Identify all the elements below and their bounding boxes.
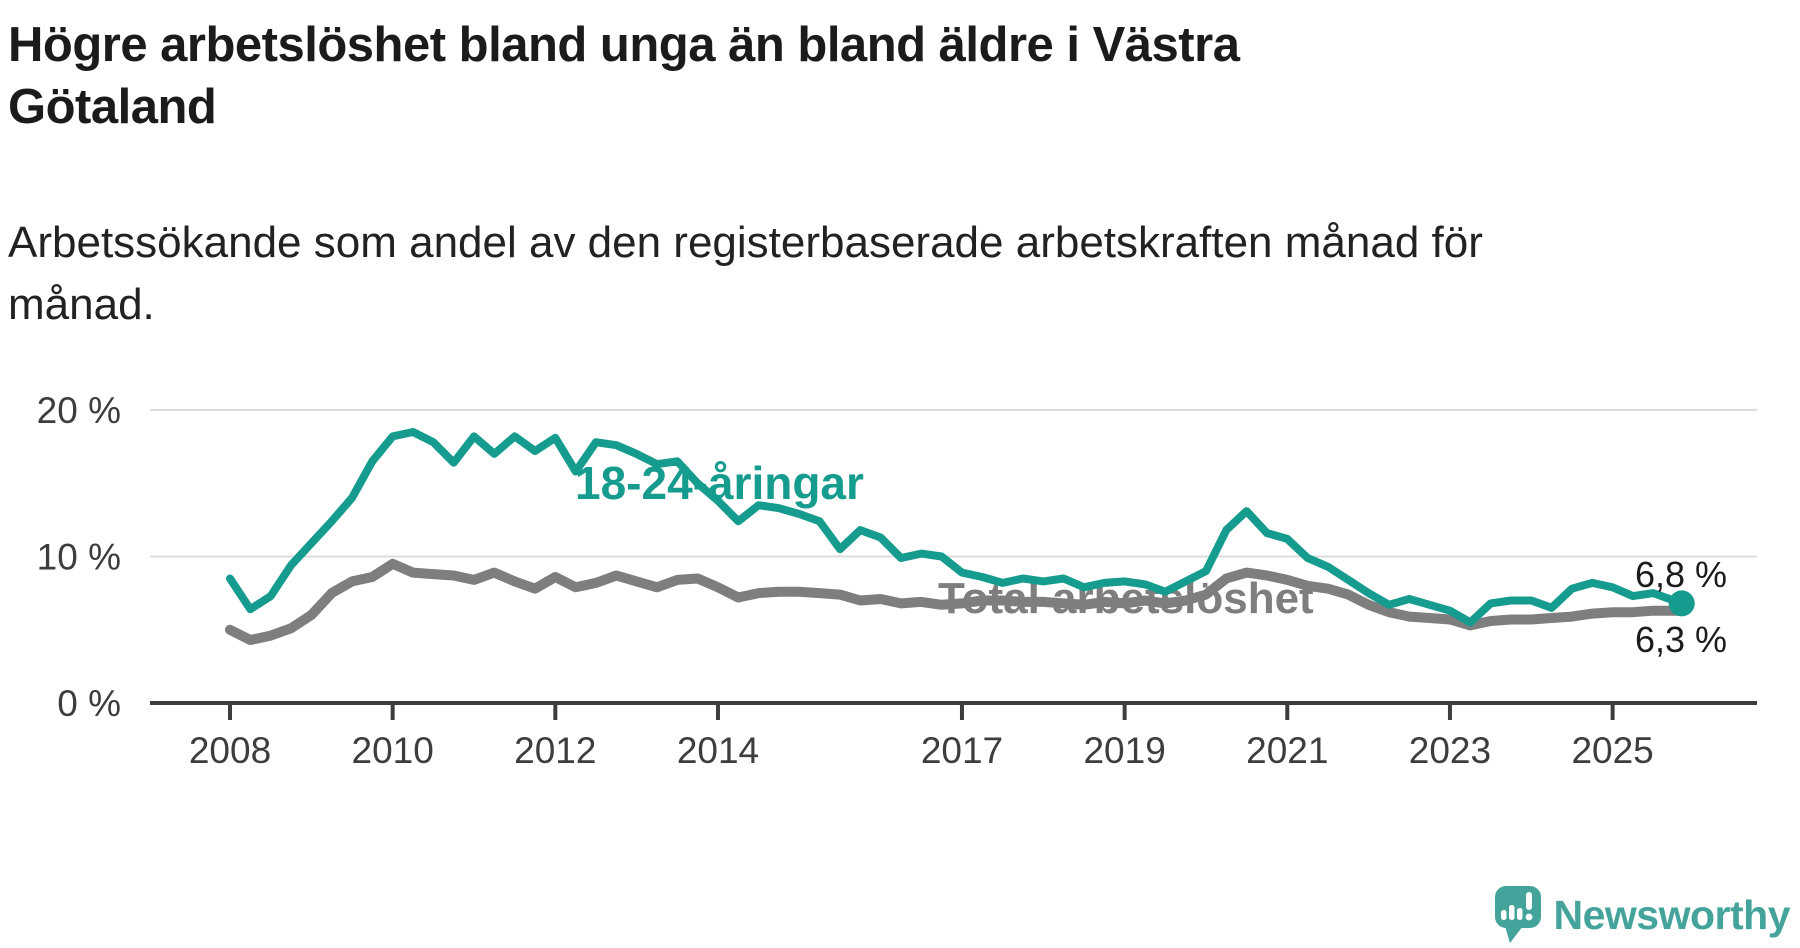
x-axis-tick-label: 2023 xyxy=(1409,730,1491,771)
end-value-label-total: 6,3 % xyxy=(1635,619,1727,660)
x-axis-tick-label: 2019 xyxy=(1083,730,1165,771)
x-axis-tick-label: 2008 xyxy=(189,730,271,771)
x-axis-tick-label: 2017 xyxy=(921,730,1003,771)
latest-value-dot xyxy=(1668,590,1695,617)
series-lines xyxy=(225,428,1695,645)
newsworthy-logo: Newsworthy xyxy=(1493,884,1791,946)
x-axis-tick-label: 2021 xyxy=(1246,730,1328,771)
x-axis-tick-label: 2010 xyxy=(352,730,434,771)
newsworthy-brand-text: Newsworthy xyxy=(1553,891,1791,938)
x-axis-tick-label: 2025 xyxy=(1571,730,1653,771)
y-axis-tick-label: 20 % xyxy=(37,390,121,431)
chart-subtitle: Arbetssökande som andel av den registerb… xyxy=(8,218,1483,329)
chart-title: Högre arbetslöshet bland unga än bland ä… xyxy=(8,18,1240,134)
y-axis-tick-label: 10 % xyxy=(37,537,121,578)
series-line-total xyxy=(225,558,1687,645)
axes: 0 % 10 % 20 % 2008 2010 2012 2014 2017 2019 2021 2… xyxy=(37,390,1757,771)
gridlines xyxy=(150,409,1757,558)
x-axis-tick-label: 2014 xyxy=(677,730,759,771)
x-axis-tick-label: 2012 xyxy=(514,730,596,771)
end-value-label-youth: 6,8 % xyxy=(1635,554,1727,595)
newsworthy-logo-icon xyxy=(1494,886,1541,943)
series-line-youth xyxy=(226,428,1686,627)
y-axis-tick-label: 0 % xyxy=(57,683,121,724)
